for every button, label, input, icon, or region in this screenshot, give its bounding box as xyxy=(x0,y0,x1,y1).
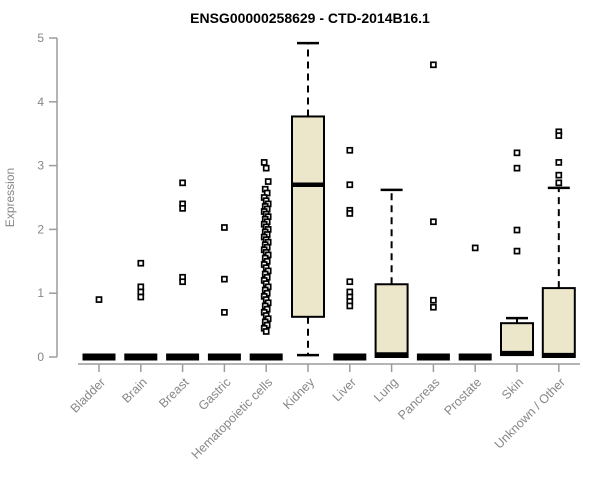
boxplot-gastric xyxy=(207,353,241,361)
outliers-gastric xyxy=(221,224,228,316)
boxplot-liver xyxy=(333,353,367,361)
x-tick-label-bladder: Bladder xyxy=(68,375,108,415)
boxplot-skin xyxy=(500,316,534,357)
collapsed-box xyxy=(249,353,283,361)
outlier-point xyxy=(346,302,354,310)
outlier-point xyxy=(262,164,270,172)
y-axis: 0 1 2 3 4 5 Expression xyxy=(3,31,58,364)
outlier-point xyxy=(264,178,272,185)
outlier-point xyxy=(430,303,437,311)
y-tick-label: 1 xyxy=(37,286,44,300)
outliers-prostate xyxy=(471,244,479,252)
boxplot-hematopoietic-cells xyxy=(249,353,283,361)
x-tick-label-unknown-other: Unknown / Other xyxy=(492,375,568,451)
outliers-hematopoietic-cells xyxy=(260,159,272,335)
chart-title: ENSG00000258629 - CTD-2014B16.1 xyxy=(190,10,430,26)
outlier-point xyxy=(179,179,186,187)
outlier-point xyxy=(430,218,437,226)
outlier-point xyxy=(471,244,479,252)
outlier-point xyxy=(346,181,354,189)
outlier-point xyxy=(262,328,270,335)
outliers-skin xyxy=(513,149,521,255)
y-tick-label: 4 xyxy=(37,95,44,109)
outliers-bladder xyxy=(95,296,103,303)
collapsed-box xyxy=(416,353,450,361)
y-tick-label: 0 xyxy=(37,350,44,364)
outlier-point xyxy=(179,278,186,286)
outlier-point xyxy=(221,308,228,316)
y-tick-label: 5 xyxy=(37,31,44,45)
x-tick-label-breast: Breast xyxy=(156,375,192,411)
boxplot-breast xyxy=(166,353,200,361)
collapsed-box xyxy=(124,353,158,361)
x-tick-label-gastric: Gastric xyxy=(196,375,234,413)
outlier-point xyxy=(260,159,268,166)
outlier-point xyxy=(95,296,103,303)
outlier-point xyxy=(137,259,145,267)
y-tick-label: 2 xyxy=(37,222,44,236)
boxplot-brain xyxy=(124,353,158,361)
x-tick-label-liver: Liver xyxy=(330,375,359,404)
outlier-point xyxy=(555,179,563,187)
outlier-point xyxy=(221,275,228,283)
outlier-point xyxy=(346,278,354,286)
boxplot-lung xyxy=(374,188,409,359)
outlier-point xyxy=(555,132,563,139)
outliers-pancreas xyxy=(430,61,437,311)
outlier-point xyxy=(179,204,186,212)
iqr-box xyxy=(374,283,409,359)
collapsed-box xyxy=(82,353,116,361)
outlier-point xyxy=(430,61,437,69)
collapsed-box xyxy=(458,353,492,361)
outlier-point xyxy=(221,224,228,231)
iqr-box xyxy=(291,115,325,318)
x-tick-label-hematopoietic-cells: Hematopoietic cells xyxy=(189,375,276,462)
outlier-point xyxy=(513,149,521,157)
x-tick-label-lung: Lung xyxy=(371,375,401,405)
outliers-liver xyxy=(346,146,354,310)
outlier-point xyxy=(137,288,145,296)
iqr-box xyxy=(541,287,576,359)
boxplot-prostate xyxy=(458,353,492,361)
outlier-point xyxy=(430,296,437,304)
y-tick-label: 3 xyxy=(37,159,44,173)
outlier-point xyxy=(346,146,354,154)
boxplot-pancreas xyxy=(416,353,450,361)
boxplot-kidney xyxy=(291,41,325,357)
collapsed-box xyxy=(207,353,241,361)
boxplot-bladder xyxy=(82,353,116,361)
outlier-point xyxy=(346,288,354,296)
iqr-box xyxy=(500,322,534,357)
outlier-point xyxy=(137,283,145,291)
outlier-point xyxy=(513,247,521,255)
outlier-point xyxy=(555,171,563,179)
collapsed-box xyxy=(166,353,200,361)
outlier-point xyxy=(137,293,145,301)
x-tick-label-kidney: Kidney xyxy=(280,375,317,412)
outlier-point xyxy=(513,226,521,234)
outliers-brain xyxy=(137,259,145,301)
outliers-unknown-other xyxy=(555,128,563,187)
x-tick-label-prostate: Prostate xyxy=(441,375,484,418)
x-tick-label-skin: Skin xyxy=(499,375,526,402)
outlier-point xyxy=(513,164,521,172)
outlier-point xyxy=(555,159,563,166)
y-axis-label: Expression xyxy=(3,168,17,227)
x-tick-label-pancreas: Pancreas xyxy=(395,375,442,422)
collapsed-box xyxy=(333,353,367,361)
boxplot-unknown-other xyxy=(541,186,576,359)
x-tick-label-brain: Brain xyxy=(119,375,150,406)
outlier-point xyxy=(346,210,354,217)
outliers-breast xyxy=(179,179,186,286)
